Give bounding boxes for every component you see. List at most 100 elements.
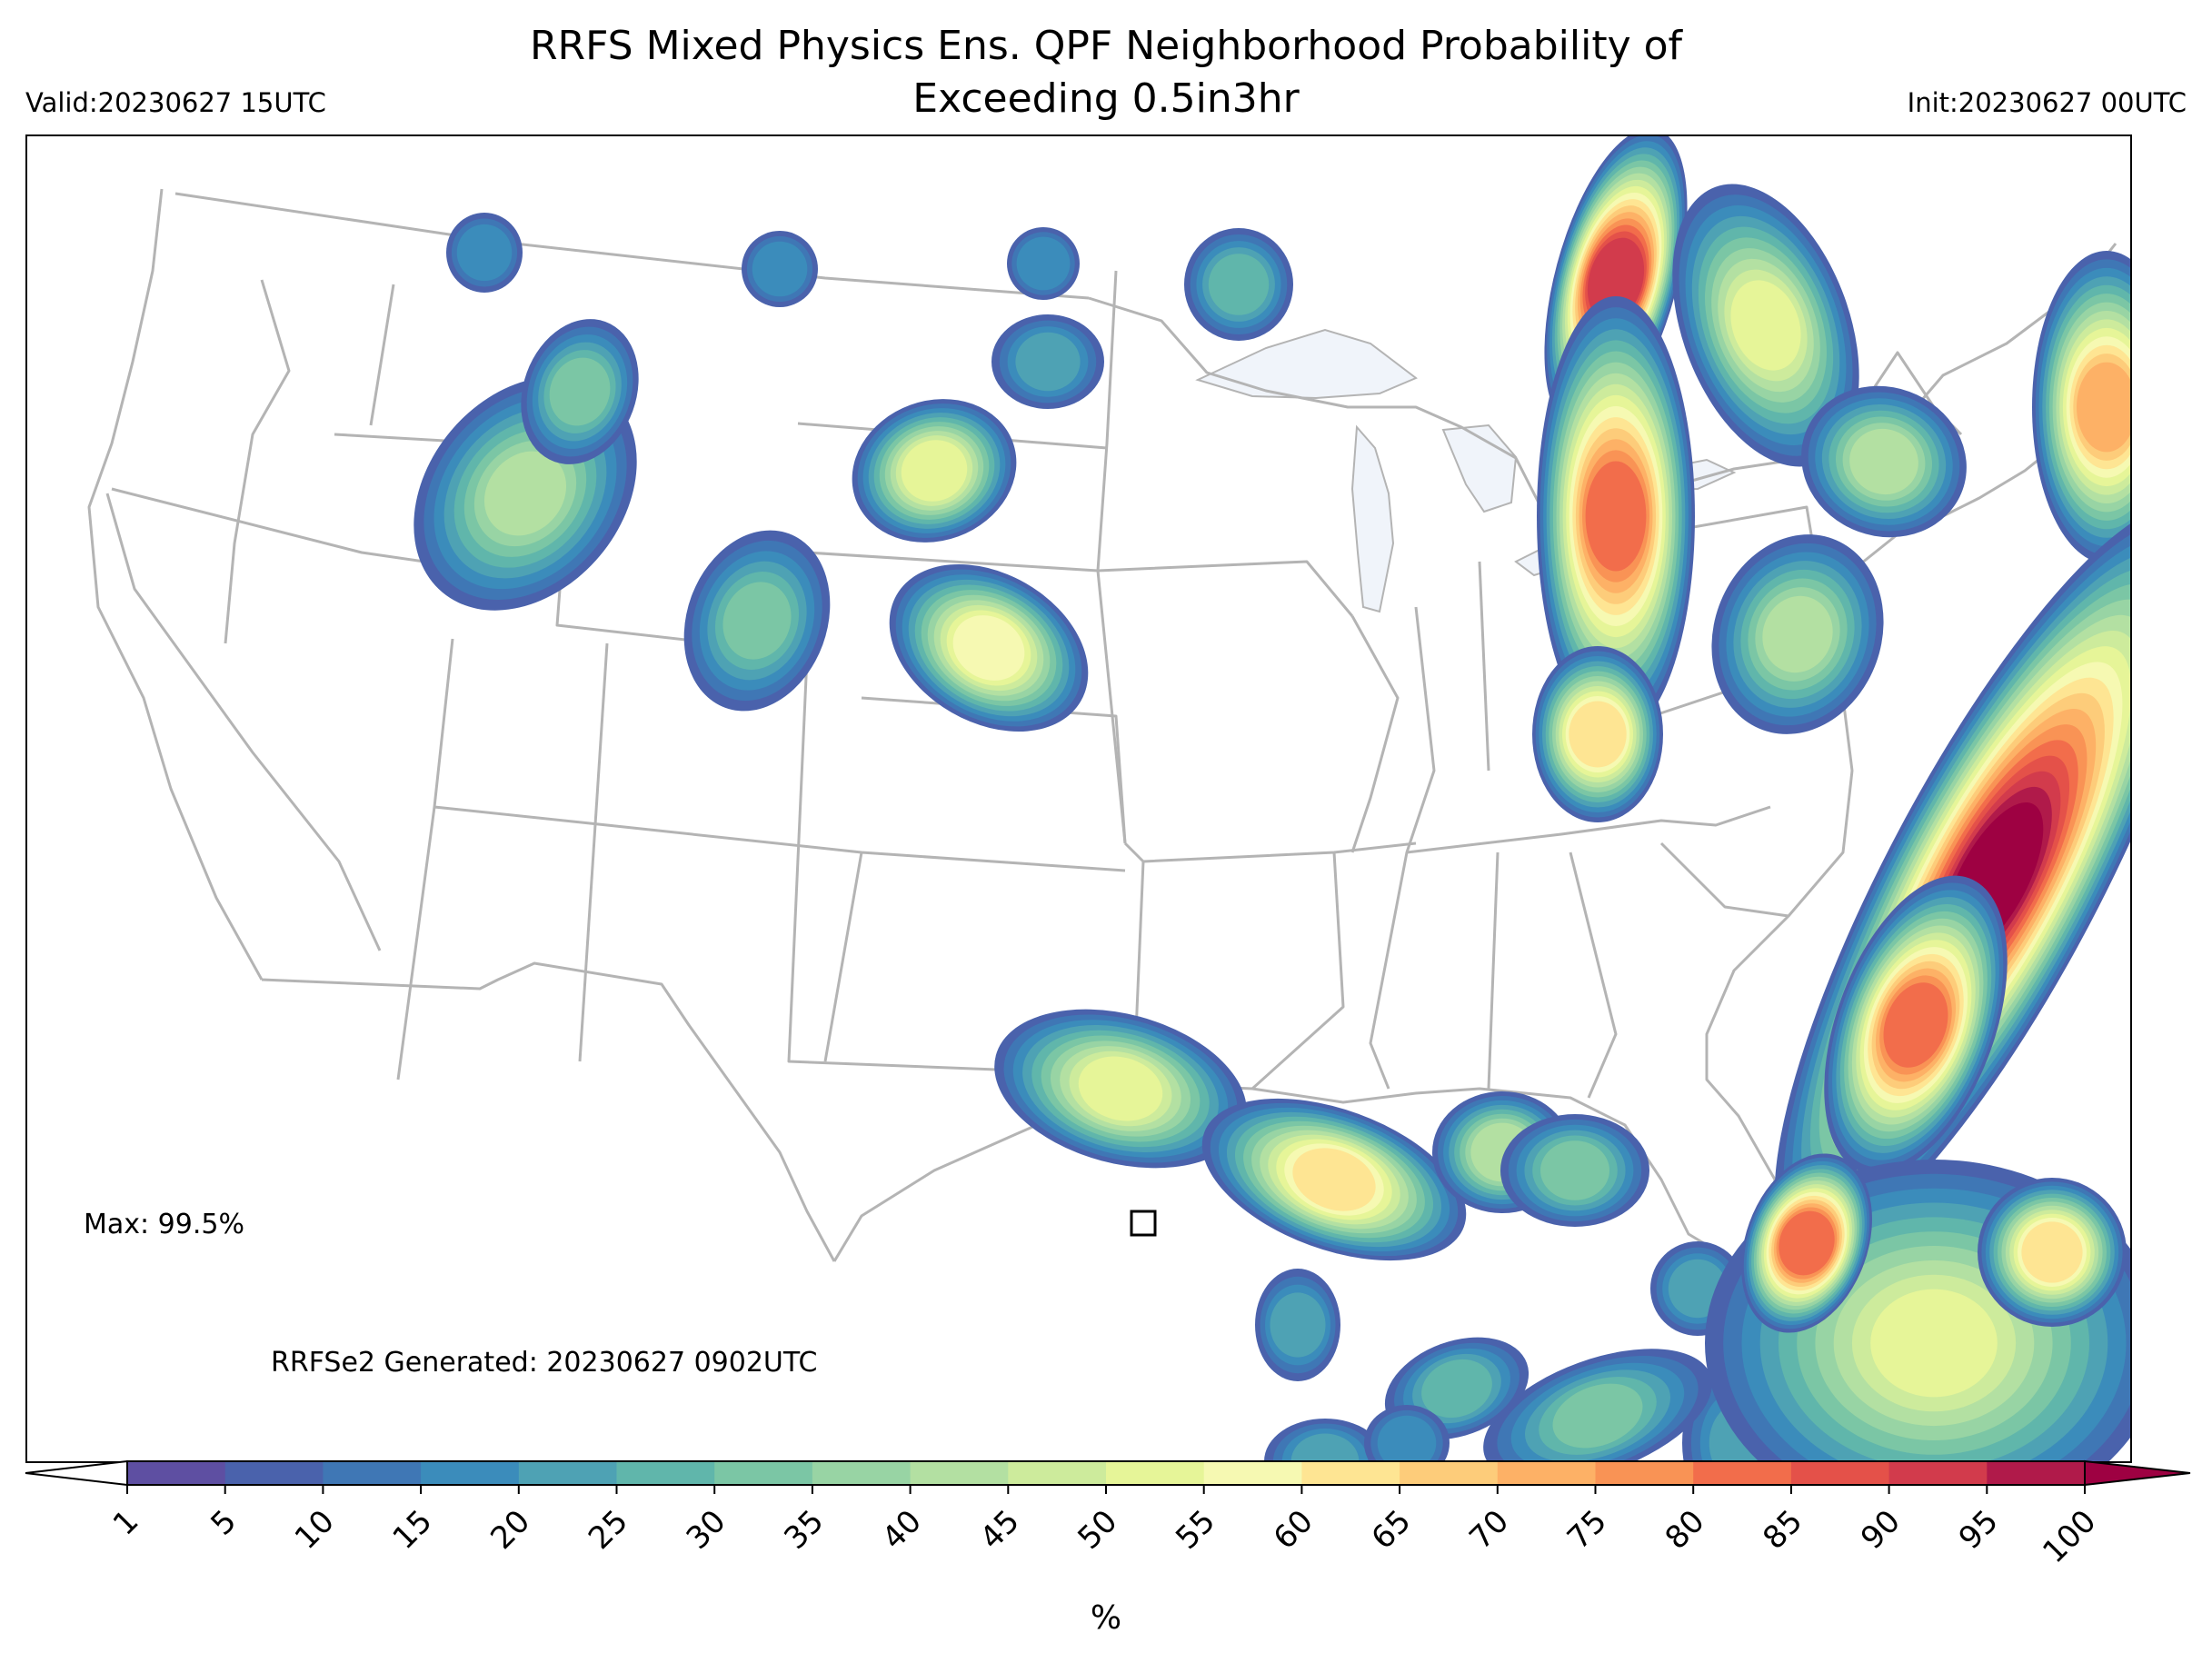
colorbar-tick-label: 95 xyxy=(1952,1503,2006,1557)
pacific-coast xyxy=(87,188,264,981)
lake-michigan xyxy=(1350,424,1395,613)
colorbar-swatch xyxy=(127,1461,226,1485)
colorado-north-row xyxy=(433,805,1126,872)
contour-fill xyxy=(901,440,968,502)
contour-fill xyxy=(1377,1415,1437,1463)
contour-fill xyxy=(1762,595,1833,673)
contour-fill xyxy=(1208,254,1270,315)
contour-fill xyxy=(2021,1221,2083,1283)
contour-fill xyxy=(549,357,611,426)
contour-fill xyxy=(752,241,808,297)
valid-time: Valid:20230627 15UTC xyxy=(25,87,326,118)
colorbar-swatch xyxy=(518,1461,617,1485)
contour-fill xyxy=(483,451,567,536)
idaho-montana-west xyxy=(369,284,395,426)
arkansas-louisiana xyxy=(1250,851,1345,1090)
contour-fill xyxy=(456,224,513,282)
colorbar-ticks: 1 5 10 15 20 25 30 35 40 45 50 55 60 65 70 75 80 85 90 95 10… xyxy=(106,1485,2103,1570)
iowa-border xyxy=(1097,560,1354,617)
idaho-border xyxy=(224,279,291,644)
init-time: Init:20230627 00UTC xyxy=(1907,87,2187,118)
colorbar-tick-label: 35 xyxy=(777,1503,831,1557)
colorbar-over-extend xyxy=(2084,1459,2191,1487)
lake-superior xyxy=(1195,328,1418,400)
contour-fill xyxy=(1730,280,1801,371)
colorbar-swatch xyxy=(714,1461,813,1485)
contour-fill xyxy=(1292,1148,1376,1211)
max-value-label: Max: 99.5% xyxy=(84,1209,244,1240)
colorbar-under-extend xyxy=(25,1459,128,1487)
contour-fill xyxy=(1779,1210,1835,1276)
colorbar-tick-label: 75 xyxy=(1560,1503,1614,1557)
canada-us-border-west xyxy=(174,192,1090,300)
colorbar-tick-label: 30 xyxy=(680,1503,733,1557)
colorbar-tick-label: 85 xyxy=(1756,1503,1809,1557)
contour-fill xyxy=(952,615,1025,681)
colorbar-swatch xyxy=(421,1461,520,1485)
contour-fill xyxy=(1078,1056,1163,1121)
contour-fill xyxy=(1552,1383,1643,1449)
kentucky-tennessee xyxy=(1405,606,1771,854)
colorbar-swatch xyxy=(1106,1461,1205,1485)
title-line-1: RRFS Mixed Physics Ens. QPF Neighborhood… xyxy=(529,23,1683,69)
colorbar-tick-label: 80 xyxy=(1659,1503,1712,1557)
indiana-ohio xyxy=(1478,561,1490,772)
alabama-border xyxy=(1487,851,1500,1090)
colorbar-tick-label: 20 xyxy=(483,1503,537,1557)
title-line-2: Exceeding 0.5in3hr xyxy=(912,75,1300,122)
colorbar-swatches xyxy=(25,1459,2191,1487)
contour-fill xyxy=(722,582,792,660)
colorbar-swatch xyxy=(1790,1461,1890,1485)
chart-title: RRFS Mixed Physics Ens. QPF Neighborhood… xyxy=(0,20,2212,125)
illinois-border xyxy=(1350,615,1400,853)
mexico-border xyxy=(261,961,836,1262)
contour-fill xyxy=(1015,332,1081,392)
generated-time: RRFSe2 Generated: 20230627 0902UTC xyxy=(271,1347,818,1379)
contour-fill xyxy=(1870,1289,1998,1398)
contour-fill xyxy=(1016,236,1071,291)
colorbar-swatch xyxy=(1888,1461,1988,1485)
colorbar-swatch xyxy=(1595,1461,1694,1485)
colorbar-tick-label: 65 xyxy=(1365,1503,1419,1557)
sd-ne-border xyxy=(806,551,1099,573)
contour-fill xyxy=(1421,1359,1492,1419)
colorbar-tick-label: 70 xyxy=(1462,1503,1516,1557)
colorbar-tick-label: 15 xyxy=(386,1503,440,1557)
probability-map xyxy=(25,134,2132,1463)
carolinas-border xyxy=(1659,841,1789,918)
dakota-minnesota xyxy=(1096,270,1127,844)
contour-fill xyxy=(1290,1433,1360,1463)
georgia-border xyxy=(1569,851,1618,1099)
colorbar-tick-label: 55 xyxy=(1169,1503,1222,1557)
colorbar-swatch xyxy=(224,1461,324,1485)
colorbar-unit-label: % xyxy=(1090,1599,1122,1637)
colorbar-tick-label: 1 xyxy=(106,1503,146,1543)
colorbar-tick-label: 45 xyxy=(973,1503,1027,1557)
utah-colorado xyxy=(578,642,609,1062)
colorbar-swatch xyxy=(616,1461,715,1485)
colorbar: 1 5 10 15 20 25 30 35 40 45 50 55 60 65 70 75 80 85 90 95 10… xyxy=(25,1459,2191,1570)
contour-fill xyxy=(1569,701,1627,768)
california-border xyxy=(105,493,382,951)
colorbar-tick-label: 5 xyxy=(204,1503,244,1543)
colorbar-swatch xyxy=(323,1461,422,1485)
colorbar-swatch xyxy=(1301,1461,1400,1485)
nm-az-border xyxy=(823,851,863,1062)
contour-fill xyxy=(1540,1140,1609,1200)
probability-contours xyxy=(414,134,2132,1463)
colorbar-tick-label: 90 xyxy=(1854,1503,1908,1557)
colorbar-swatch xyxy=(1497,1461,1596,1485)
colorbar-swatch xyxy=(1693,1461,1792,1485)
colorbar-tick-label: 50 xyxy=(1071,1503,1124,1557)
colorbar-swatch xyxy=(910,1461,1009,1485)
colorbar-swatch xyxy=(1400,1461,1499,1485)
colorbar-tick-label: 10 xyxy=(288,1503,342,1557)
colorbar-tick-label: 40 xyxy=(875,1503,929,1557)
colorbar-tick-label: 60 xyxy=(1267,1503,1320,1557)
colorbar-swatch xyxy=(1987,1461,2086,1485)
colorbar-swatch xyxy=(1203,1461,1302,1485)
colorbar-tick-label: 100 xyxy=(2036,1503,2103,1570)
mississippi-border xyxy=(1369,851,1409,1090)
colorbar-swatch xyxy=(812,1461,912,1485)
contour-fill xyxy=(2077,362,2132,453)
